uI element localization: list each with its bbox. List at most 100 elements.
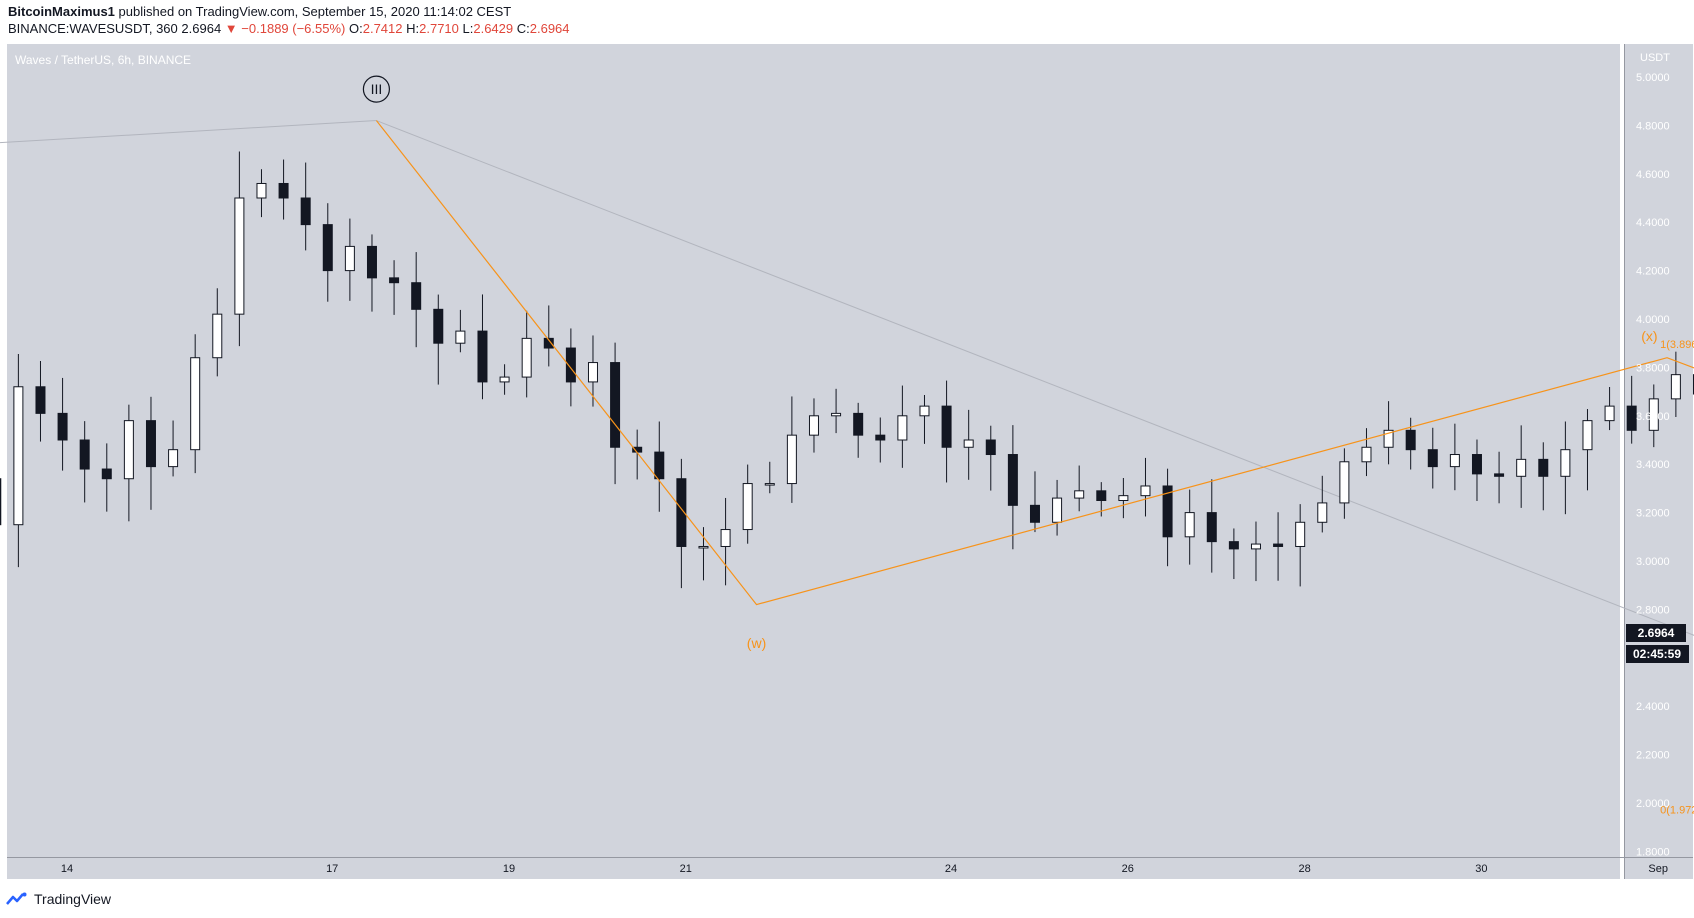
y-tick-label: 5.0000: [1636, 72, 1670, 84]
candle: [1184, 489, 1195, 565]
candle: [13, 353, 24, 568]
down-arrow-icon: ▼: [224, 21, 238, 36]
countdown-tag: 02:45:59: [1626, 645, 1689, 663]
candle-body: [1074, 490, 1085, 499]
candle: [1471, 439, 1482, 501]
time-scale[interactable]: [7, 858, 1620, 879]
symbol-interval: BINANCE:WAVESUSDT, 360: [8, 21, 178, 36]
candle: [1449, 423, 1460, 491]
x-tick-label: 17: [326, 863, 338, 875]
candle-body: [1494, 473, 1505, 477]
candle-body: [1516, 458, 1527, 477]
currency-label: USDT: [1640, 52, 1670, 64]
y-tick-label: 3.6000: [1636, 411, 1670, 423]
low-value: 2.6429: [473, 21, 514, 36]
footer: TradingView: [6, 891, 111, 907]
candle-body: [1228, 541, 1239, 550]
candle: [1670, 351, 1681, 418]
candle: [389, 260, 400, 315]
candle: [1560, 421, 1571, 515]
candle-body: [543, 337, 554, 349]
trend-line-0: [0, 120, 377, 144]
candles: [0, 151, 1694, 589]
candle-body: [720, 529, 731, 547]
candle-body: [808, 415, 819, 436]
candle-body: [1670, 374, 1681, 400]
candle-body: [1582, 420, 1593, 451]
candle: [1118, 477, 1129, 519]
y-tick-label: 4.0000: [1636, 314, 1670, 326]
x-tick-label: 26: [1122, 863, 1134, 875]
candle-body: [212, 313, 223, 359]
close-value: 2.6964: [529, 21, 570, 36]
candle-body: [565, 347, 576, 383]
wave-label: (w): [747, 635, 766, 651]
candle-body: [13, 386, 24, 526]
last-price-tag: 2.6964: [1626, 624, 1686, 642]
candle: [57, 377, 68, 471]
y-axis-ticks: 5.0000 4.8000 4.6000 4.4000 4.2000 4.0000 3.80…: [1636, 72, 1670, 858]
candle: [35, 360, 46, 442]
y-tick-label: 2.2000: [1636, 750, 1670, 762]
candle-body: [742, 483, 753, 531]
candle-body: [1317, 502, 1328, 523]
candle-body: [1273, 543, 1284, 547]
candle-body: [1648, 398, 1659, 431]
candle-body: [0, 478, 2, 526]
candle: [79, 421, 90, 503]
candle: [587, 335, 598, 407]
candle: [1516, 425, 1527, 508]
candle: [1140, 457, 1151, 517]
candle-body: [676, 478, 687, 547]
candle: [875, 417, 886, 463]
candle: [168, 420, 179, 477]
x-tick-label: 14: [61, 863, 73, 875]
publisher-name[interactable]: BitcoinMaximus1: [8, 4, 115, 19]
candle-body: [1052, 497, 1063, 523]
open-value: 2.7412: [362, 21, 403, 36]
candle: [1648, 384, 1659, 448]
tradingview-logo-icon[interactable]: [6, 892, 28, 906]
candle-body: [123, 420, 134, 480]
candle: [1361, 428, 1372, 477]
high-label: H:: [406, 21, 420, 36]
candle: [455, 309, 466, 353]
y-tick-label: 1.8000: [1636, 846, 1670, 858]
candle: [477, 294, 488, 400]
candle: [212, 288, 223, 377]
close-label: C:: [516, 21, 530, 36]
x-axis-ticks: 1417192124262830Sep357911141618: [61, 863, 1668, 875]
candle: [985, 425, 996, 491]
candle: [676, 458, 687, 589]
candle-body: [1339, 461, 1350, 504]
candle-body: [57, 412, 68, 441]
footer-brand[interactable]: TradingView: [34, 891, 112, 907]
candle: [0, 478, 2, 526]
candle-body: [234, 197, 245, 315]
candle: [742, 464, 753, 544]
plot-area[interactable]: [7, 44, 1620, 879]
candle: [433, 294, 444, 385]
candle-body: [322, 224, 333, 272]
candle: [300, 162, 311, 251]
candle-body: [1538, 458, 1549, 477]
candle-body: [941, 405, 952, 448]
price-scale[interactable]: [1625, 44, 1693, 879]
candle-body: [1361, 446, 1372, 463]
candle: [1626, 375, 1637, 444]
candle-body: [1449, 454, 1460, 468]
candle: [919, 394, 930, 444]
candle-body: [698, 545, 709, 549]
x-tick-label: 19: [503, 863, 515, 875]
candle: [853, 402, 864, 458]
candle: [322, 203, 333, 302]
x-tick-label: 24: [945, 863, 957, 875]
candle: [499, 364, 510, 395]
candle-body: [411, 282, 422, 310]
candle-body: [1029, 504, 1040, 523]
low-label: L:: [462, 21, 474, 36]
candle-body: [256, 182, 267, 199]
y-tick-label: 3.2000: [1636, 508, 1670, 520]
candle: [366, 234, 377, 312]
